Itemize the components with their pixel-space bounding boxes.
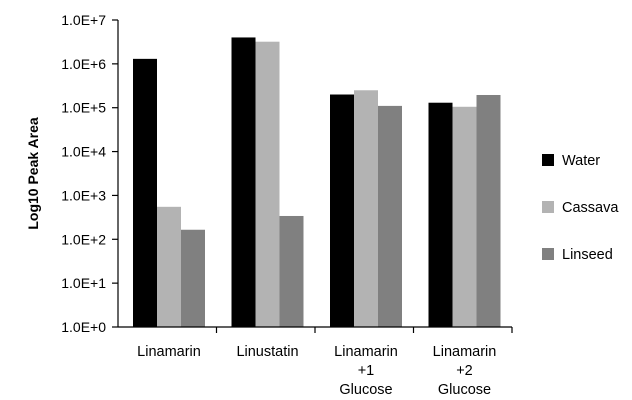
legend-label: Linseed bbox=[562, 247, 613, 263]
category-label: Linamarin bbox=[137, 344, 201, 360]
bar-linseed bbox=[279, 215, 304, 327]
legend-swatch-linseed bbox=[542, 248, 554, 260]
category-label: Glucose bbox=[339, 382, 392, 398]
y-tick-label: 1.0E+7 bbox=[61, 12, 106, 28]
y-tick-label: 1.0E+6 bbox=[61, 56, 106, 72]
legend-swatch-cassava bbox=[542, 201, 554, 213]
y-tick-label: 1.0E+1 bbox=[61, 275, 106, 291]
y-tick-label: 1.0E+3 bbox=[61, 187, 106, 203]
legend-label: Cassava bbox=[562, 200, 619, 216]
x-labels-group: Linamarin Linustatin Linamarin +1 Glucose Lin… bbox=[137, 327, 513, 398]
category-label: Linamarin bbox=[334, 344, 398, 360]
bar-linseed bbox=[181, 229, 205, 327]
category-label: Linamarin bbox=[433, 344, 497, 360]
legend-label: Water bbox=[562, 153, 600, 169]
bar-cassava bbox=[157, 206, 181, 327]
bar-linseed bbox=[476, 94, 501, 327]
bar-cassava bbox=[354, 90, 378, 327]
bar-cassava bbox=[255, 41, 280, 328]
bar-linseed bbox=[378, 105, 402, 327]
category-label: Linustatin bbox=[236, 344, 298, 360]
bar-water bbox=[133, 58, 157, 327]
y-axis-title: Log10 Peak Area bbox=[25, 117, 41, 230]
category-label: Glucose bbox=[438, 382, 491, 398]
bar-water bbox=[231, 37, 256, 327]
bar-water bbox=[428, 102, 453, 327]
bar-cassava bbox=[452, 106, 477, 328]
y-tick-label: 1.0E+0 bbox=[61, 319, 106, 335]
y-tick-label: 1.0E+4 bbox=[61, 144, 106, 160]
legend: Water Cassava Linseed bbox=[542, 153, 619, 263]
category-label: +1 bbox=[358, 363, 375, 379]
bars-group bbox=[133, 37, 501, 328]
legend-swatch-water bbox=[542, 154, 554, 166]
bar-water bbox=[330, 94, 354, 328]
y-tick-label: 1.0E+2 bbox=[61, 231, 106, 247]
y-tick-label: 1.0E+5 bbox=[61, 100, 106, 116]
y-ticks-group: 1.0E+0 1.0E+1 1.0E+2 1.0E+3 1.0E+4 1.0E+5 1.0E… bbox=[61, 12, 118, 335]
category-label: +2 bbox=[456, 363, 473, 379]
